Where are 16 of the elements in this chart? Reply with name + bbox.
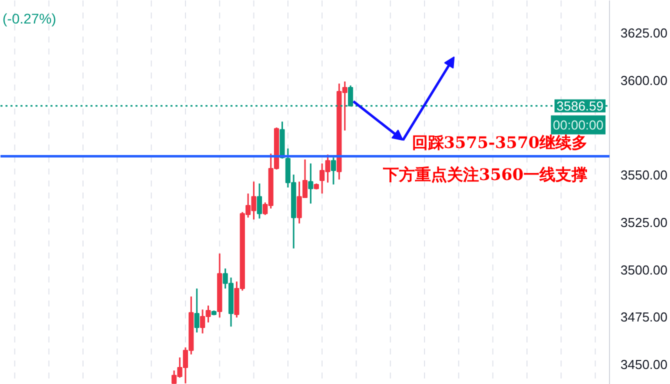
y-tick-label: 3500.00 (620, 262, 668, 278)
annotation: (-0.27%) (2, 10, 56, 26)
candlestick (256, 182, 262, 220)
annotation: 下方重点关注3560一线支撑 (382, 165, 588, 184)
y-tick-label: 3450.00 (620, 356, 668, 372)
y-tick-label: 3625.00 (620, 26, 668, 41)
y-tick-label: 3550.00 (620, 168, 668, 183)
candlestick (308, 162, 314, 204)
candlestick (194, 288, 200, 334)
ref-line-label: 3586.59 (556, 98, 604, 114)
y-tick-label: 3475.00 (620, 310, 668, 325)
annotation: 回踩3575-3570继续多 (412, 133, 588, 152)
annotation: 00:00:00 (552, 117, 604, 132)
y-tick-label: 3525.00 (620, 214, 668, 230)
candlestick (330, 156, 336, 186)
y-tick-label: 3600.00 (620, 73, 668, 88)
